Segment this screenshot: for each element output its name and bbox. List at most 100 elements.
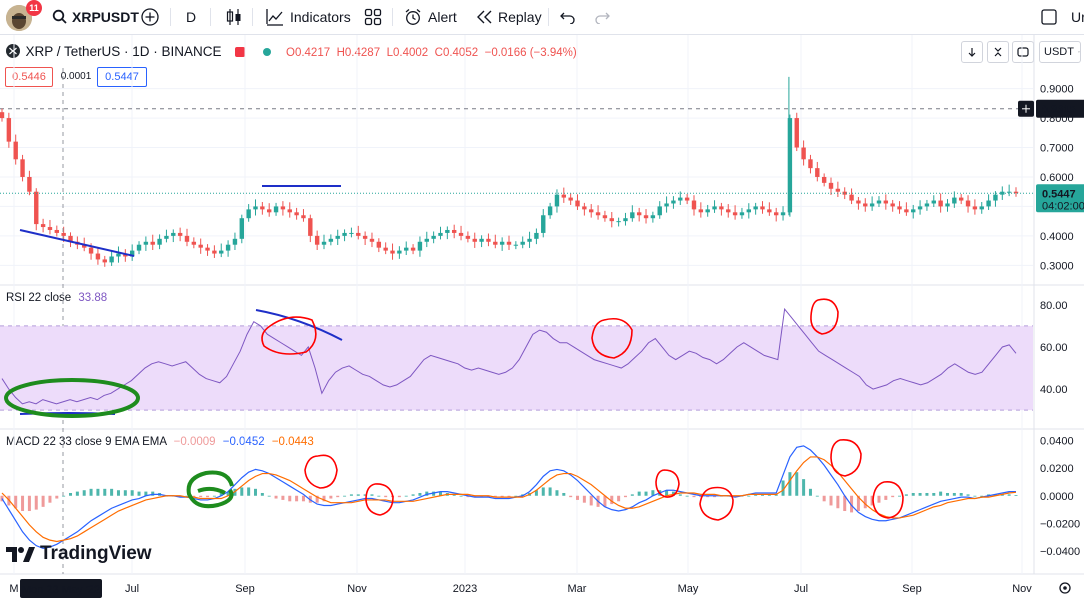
x-tick-label: Nov xyxy=(347,583,367,595)
macd-tick-label: 0.0200 xyxy=(1040,463,1074,475)
macd-histogram-bar xyxy=(486,495,490,498)
macd-histogram-bar xyxy=(973,495,977,497)
red-circle-annotation xyxy=(591,317,633,359)
symbol-name: XRPUSDT xyxy=(72,9,139,25)
macd-histogram-bar xyxy=(685,495,689,497)
x-tick-label: Sep xyxy=(235,583,255,595)
macd-legend[interactable]: MACD 22 33 close 9 EMA EMA −0.0009 −0.04… xyxy=(6,436,314,448)
price-tick-label: 0.7000 xyxy=(1040,143,1074,155)
chart-type-button[interactable] xyxy=(226,0,242,34)
layouts-button[interactable] xyxy=(364,0,382,34)
chart-canvas[interactable]: 0.90000.80000.70000.60000.50000.40000.30… xyxy=(0,35,1084,603)
candle-body xyxy=(0,112,5,119)
main-legend: XRP / TetherUS · 1D · BINANCE O0.4217 H0… xyxy=(6,44,577,59)
candle-body xyxy=(205,247,210,251)
macd-histogram-bar xyxy=(185,495,189,497)
macd-histogram-bar xyxy=(651,490,655,496)
symbol-search[interactable]: XRPUSDT xyxy=(52,0,139,34)
scroll-down-button[interactable] xyxy=(961,41,983,63)
macd-histogram-bar xyxy=(322,495,326,502)
sell-button[interactable]: 0.5446 xyxy=(5,67,53,87)
macd-histogram-bar xyxy=(82,490,86,496)
price-tick-label: 0.6000 xyxy=(1040,172,1074,184)
candle-body xyxy=(95,253,101,260)
macd-histogram-bar xyxy=(534,490,538,496)
macd-histogram-bar xyxy=(856,495,860,512)
candle-body xyxy=(417,241,423,251)
market-status-icon xyxy=(262,48,271,56)
macd-histogram-bar xyxy=(151,491,155,496)
tradingview-logo-icon xyxy=(6,547,35,562)
candle-body xyxy=(520,241,525,245)
ohlc-close: C0.4052 xyxy=(434,47,479,59)
macd-histogram-bar xyxy=(411,494,415,496)
macd-histogram-bar xyxy=(904,494,908,496)
candle-body xyxy=(438,232,443,236)
candle-body xyxy=(431,235,436,239)
macd-tick-label: 0.0000 xyxy=(1040,491,1074,503)
interval-button[interactable]: D xyxy=(186,9,197,25)
rsi-tick-label: 80.00 xyxy=(1040,300,1068,312)
candle-body xyxy=(650,215,656,219)
macd-histogram-bar xyxy=(349,494,353,496)
macd-histogram-bar xyxy=(356,494,360,496)
candle-body xyxy=(1006,191,1012,193)
spread-value: 0.0001 xyxy=(60,70,92,82)
candle-body xyxy=(308,218,313,236)
macd-histogram-bar xyxy=(281,495,285,500)
macd-histogram-bar xyxy=(966,494,970,496)
macd-histogram-bar xyxy=(548,487,552,496)
candle-body xyxy=(568,197,573,201)
replay-button[interactable]: Replay xyxy=(476,0,542,34)
macd-histogram-bar xyxy=(199,495,203,498)
candle-body xyxy=(280,206,286,210)
candle-body xyxy=(171,232,176,236)
macd-histogram-bar xyxy=(699,495,703,498)
candle-body xyxy=(1013,191,1019,194)
macd-histogram-bar xyxy=(870,495,874,506)
macd-histogram-bar xyxy=(562,492,566,496)
undo-button[interactable] xyxy=(560,0,576,34)
macd-histogram-bar xyxy=(62,495,66,497)
indicators-button[interactable]: Indicators xyxy=(266,0,351,34)
currency-selector[interactable]: USDT xyxy=(1039,41,1081,63)
candle-body xyxy=(945,203,950,207)
layout-grid-icon xyxy=(364,8,382,26)
indicators-icon xyxy=(266,9,283,26)
candle-body xyxy=(616,221,621,223)
tradingview-logo[interactable]: TradingView xyxy=(6,543,152,565)
macd-histogram-bar xyxy=(863,495,867,509)
macd-histogram-bar xyxy=(747,495,751,497)
collapse-pane-button[interactable] xyxy=(987,41,1009,63)
x-tick-label: 2023 xyxy=(453,583,477,595)
candle-body xyxy=(917,206,923,210)
candle-body xyxy=(212,250,217,254)
macd-histogram-bar xyxy=(843,495,847,512)
rsi-legend[interactable]: RSI 22 close 33.88 xyxy=(6,292,107,304)
red-circle-annotation xyxy=(655,469,680,498)
candle-body xyxy=(842,191,847,195)
unnamed-toggle[interactable]: Ur xyxy=(1041,0,1084,34)
macd-histogram-bar xyxy=(48,495,52,503)
candle-body xyxy=(321,241,327,245)
candle-body xyxy=(643,215,649,219)
macd-histogram-bar xyxy=(576,495,580,500)
compare-button[interactable] xyxy=(140,0,160,34)
candle-body xyxy=(314,235,320,245)
candle-body xyxy=(493,241,498,245)
macd-histogram-bar xyxy=(34,495,38,510)
macd-histogram-bar xyxy=(987,494,991,496)
macd-histogram-bar xyxy=(384,495,388,498)
candle-body xyxy=(260,206,265,210)
buy-button[interactable]: 0.5447 xyxy=(97,67,147,87)
macd-histogram-bar xyxy=(69,492,73,496)
macd-histogram-bar xyxy=(206,495,210,498)
candle-body xyxy=(499,241,505,245)
candle-body xyxy=(972,206,978,210)
candle-body xyxy=(589,209,594,213)
candle-body xyxy=(136,244,142,251)
macd-histogram-bar xyxy=(774,494,778,496)
alert-button[interactable]: Alert xyxy=(404,0,457,34)
candle-body xyxy=(356,232,361,236)
redo-button[interactable] xyxy=(594,0,610,34)
